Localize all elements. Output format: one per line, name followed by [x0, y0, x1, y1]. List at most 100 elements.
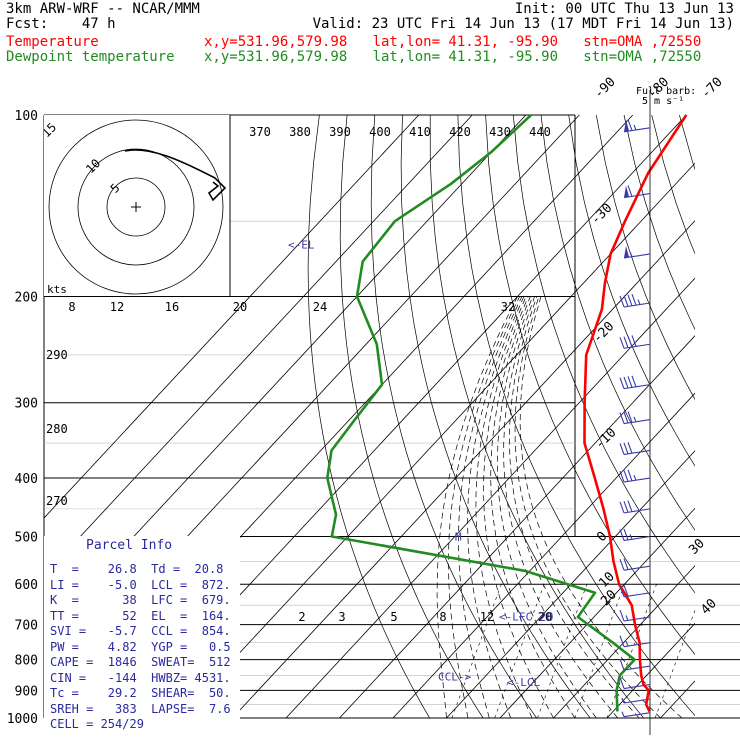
- hodograph-ring: [48, 119, 224, 295]
- pressure-label: 200: [15, 291, 38, 306]
- level-annotation: M: [455, 530, 462, 543]
- wind-barb-full: [619, 529, 625, 541]
- theta-label: 370: [249, 125, 271, 139]
- hodograph-units: kts: [47, 283, 67, 296]
- wind-barb: [623, 245, 651, 259]
- wind-barb: [621, 711, 651, 718]
- parcel-info-title: Parcel Info: [86, 538, 173, 553]
- speed-tick-label: 32: [501, 300, 515, 314]
- wind-barb-staff: [623, 449, 651, 455]
- dry-adiabat: [370, 115, 537, 718]
- isotherm-line: [714, 115, 740, 718]
- dry-adiabat: [485, 115, 695, 656]
- dry-adiabat: [540, 115, 695, 531]
- wind-barb-staff: [623, 384, 651, 390]
- moist-adiabat: [448, 296, 520, 718]
- isotherm-line: [178, 162, 695, 718]
- wind-barb-flag: [624, 119, 629, 132]
- wind-barb-staff: [623, 712, 651, 718]
- level-annotation: CCL->: [438, 671, 471, 684]
- mixing-ratio-line: [606, 584, 657, 718]
- dewpoint-profile: [326, 114, 636, 712]
- dry-adiabat: [400, 115, 591, 718]
- theta-label: 390: [329, 125, 351, 139]
- wind-barb-full: [627, 335, 633, 348]
- isotherm-label: 30: [686, 536, 708, 558]
- temperature-legend: Temperature: [6, 34, 99, 50]
- speed-tick-label: 24: [313, 300, 327, 314]
- mixing-ratio-label: 8: [439, 610, 446, 624]
- moist-adiabat: [509, 296, 640, 718]
- wind-barb-full: [619, 470, 625, 483]
- hodograph-ring: [106, 177, 166, 237]
- wind-barb-full: [631, 293, 637, 306]
- isotherm-label: -10: [592, 425, 619, 452]
- theta-label: 380: [289, 125, 311, 139]
- wind-barb-staff: [623, 616, 651, 622]
- mixing-ratio-label: 2: [298, 610, 305, 624]
- wind-barb-full: [619, 609, 625, 622]
- wind-barb-full: [627, 119, 633, 131]
- theta-label: 420: [449, 125, 471, 139]
- wind-barb-staff: [623, 253, 651, 259]
- wind-barb-full: [623, 411, 629, 424]
- level-annotation: <-LCL: [507, 676, 540, 689]
- wind-barb-full: [627, 500, 633, 512]
- hodograph-ring: [77, 148, 195, 266]
- isotherm-label: -70: [699, 75, 726, 102]
- wind-barb-full: [619, 443, 625, 455]
- pressure-label: 700: [15, 619, 38, 634]
- theta-label: 440: [529, 125, 551, 139]
- wind-barb-half: [621, 711, 625, 717]
- theta-axis-label: 270: [46, 494, 68, 508]
- dewpoint-legend: Dewpoint temperature: [6, 49, 175, 65]
- mixing-ratio-line: [537, 584, 588, 718]
- wind-barb-half: [633, 124, 637, 131]
- moist-adiabat: [497, 296, 597, 718]
- wind-barb-staff: [623, 698, 651, 704]
- pressure-label: 1000: [7, 712, 38, 727]
- wind-barb-staff: [623, 419, 651, 425]
- wind-barb-full: [619, 677, 625, 689]
- isotherm-line: [44, 115, 473, 577]
- wind-barb-staff: [623, 535, 651, 542]
- isotherm-label: -30: [588, 201, 615, 228]
- wind-barb: [619, 585, 651, 598]
- pressure-label: 500: [15, 530, 38, 545]
- wind-barb-full: [619, 377, 625, 389]
- wind-barb-full: [619, 658, 625, 671]
- wind-barb: [619, 293, 651, 308]
- wind-barb-staff: [623, 665, 651, 671]
- wind-barb-full: [619, 412, 625, 424]
- wind-barb-half: [637, 299, 641, 305]
- wind-barb-full: [631, 375, 637, 388]
- mixing-ratio-line: [451, 584, 502, 718]
- wind-barb-flag: [624, 185, 629, 198]
- isotherm-line: [285, 277, 695, 718]
- mixing-ratio-label: 20: [539, 610, 553, 624]
- pressure-label: 800: [15, 654, 38, 669]
- speed-tick-label: 8: [68, 300, 75, 314]
- pressure-label: 900: [15, 684, 38, 699]
- moist-adiabat: [490, 296, 576, 718]
- wind-barb: [619, 558, 651, 571]
- wind-barb-staff: [623, 302, 651, 308]
- wind-barb: [621, 697, 651, 704]
- wind-barb-staff: [623, 508, 651, 514]
- wind-barb-full: [619, 558, 625, 571]
- theta-axis-label: 280: [46, 422, 68, 436]
- dry-adiabat: [457, 115, 695, 717]
- dry-adiabat: [512, 115, 695, 594]
- moist-adiabat: [458, 296, 523, 718]
- wind-barb-full: [627, 185, 633, 197]
- isotherm-line: [660, 680, 695, 718]
- dry-adiabat: [735, 115, 740, 718]
- wind-barb: [619, 500, 651, 514]
- wind-barb-full: [619, 501, 625, 514]
- wind-barb-full: [631, 335, 637, 347]
- wind-barb-full: [627, 469, 633, 482]
- wind-barb-half: [629, 251, 633, 257]
- wind-barb: [619, 335, 651, 349]
- wind-barb-full: [623, 442, 629, 455]
